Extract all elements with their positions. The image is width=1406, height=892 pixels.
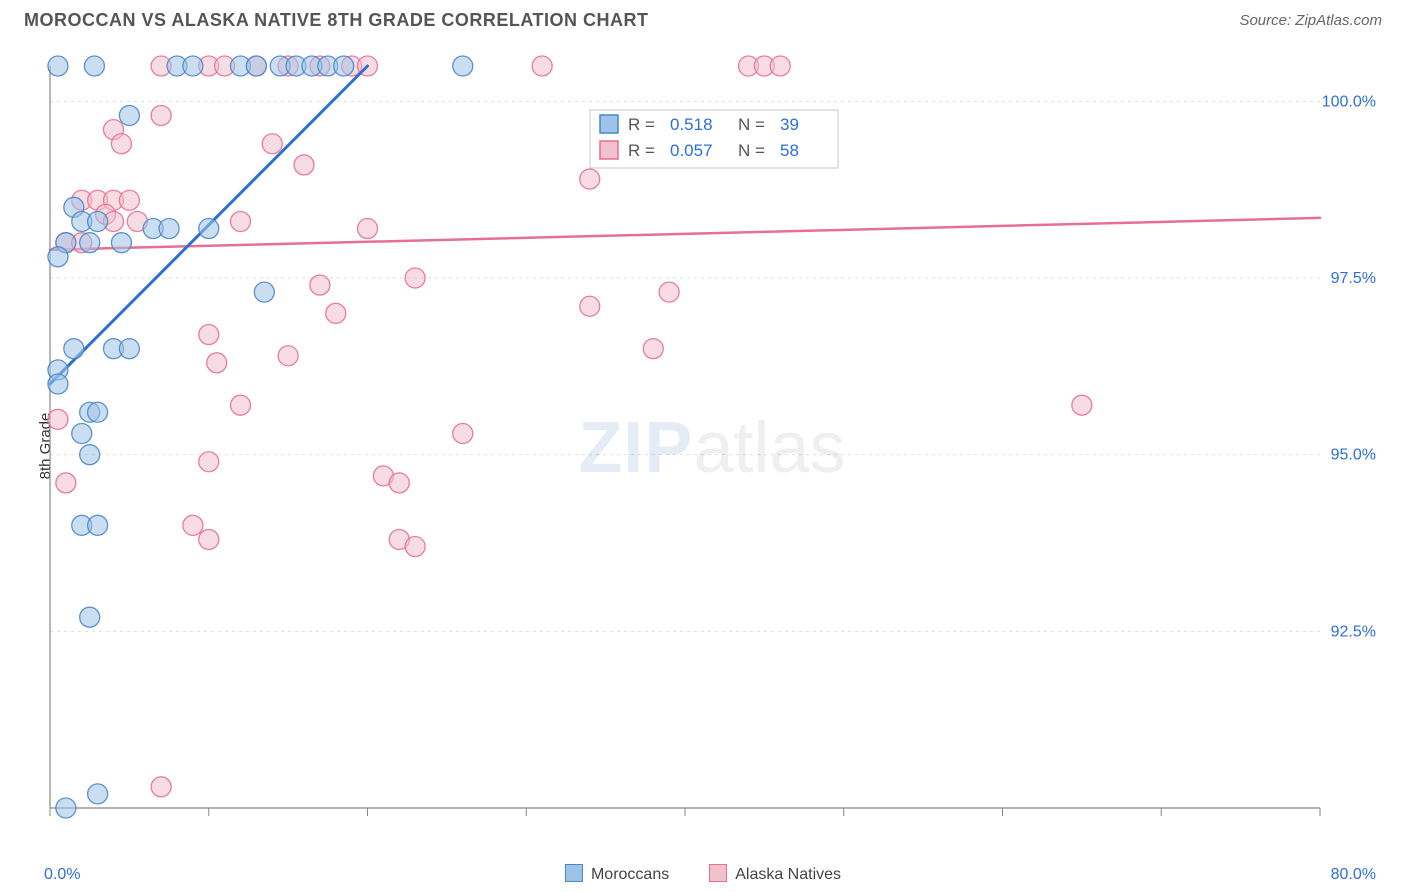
series-legend: Moroccans Alaska Natives <box>565 864 841 884</box>
svg-text:97.5%: 97.5% <box>1331 270 1376 287</box>
legend-swatch <box>565 864 583 882</box>
chart-title: MOROCCAN VS ALASKA NATIVE 8TH GRADE CORR… <box>24 10 649 31</box>
x-axis-max-label: 80.0% <box>1331 866 1376 884</box>
x-axis-min-label: 0.0% <box>44 866 80 884</box>
svg-text:92.5%: 92.5% <box>1331 623 1376 640</box>
legend-item: Moroccans <box>565 864 669 884</box>
svg-text:R =: R = <box>628 141 655 160</box>
svg-text:58: 58 <box>780 141 799 160</box>
svg-text:39: 39 <box>780 115 799 134</box>
chart-container: 92.5% 95.0% 97.5% 100.0% R = 0.518 N = 39 R = 0.0… <box>42 48 1382 848</box>
svg-text:N =: N = <box>738 141 765 160</box>
source-attribution: Source: ZipAtlas.com <box>1239 12 1382 29</box>
scatter-chart: 92.5% 95.0% 97.5% 100.0% R = 0.518 N = 39 R = 0.0… <box>42 48 1382 848</box>
svg-text:95.0%: 95.0% <box>1331 447 1376 464</box>
legend-swatch <box>709 864 727 882</box>
legend-item: Alaska Natives <box>709 864 841 884</box>
svg-text:0.518: 0.518 <box>670 115 713 134</box>
svg-text:N =: N = <box>738 115 765 134</box>
svg-text:0.057: 0.057 <box>670 141 713 160</box>
svg-text:100.0%: 100.0% <box>1322 93 1376 110</box>
svg-text:R =: R = <box>628 115 655 134</box>
